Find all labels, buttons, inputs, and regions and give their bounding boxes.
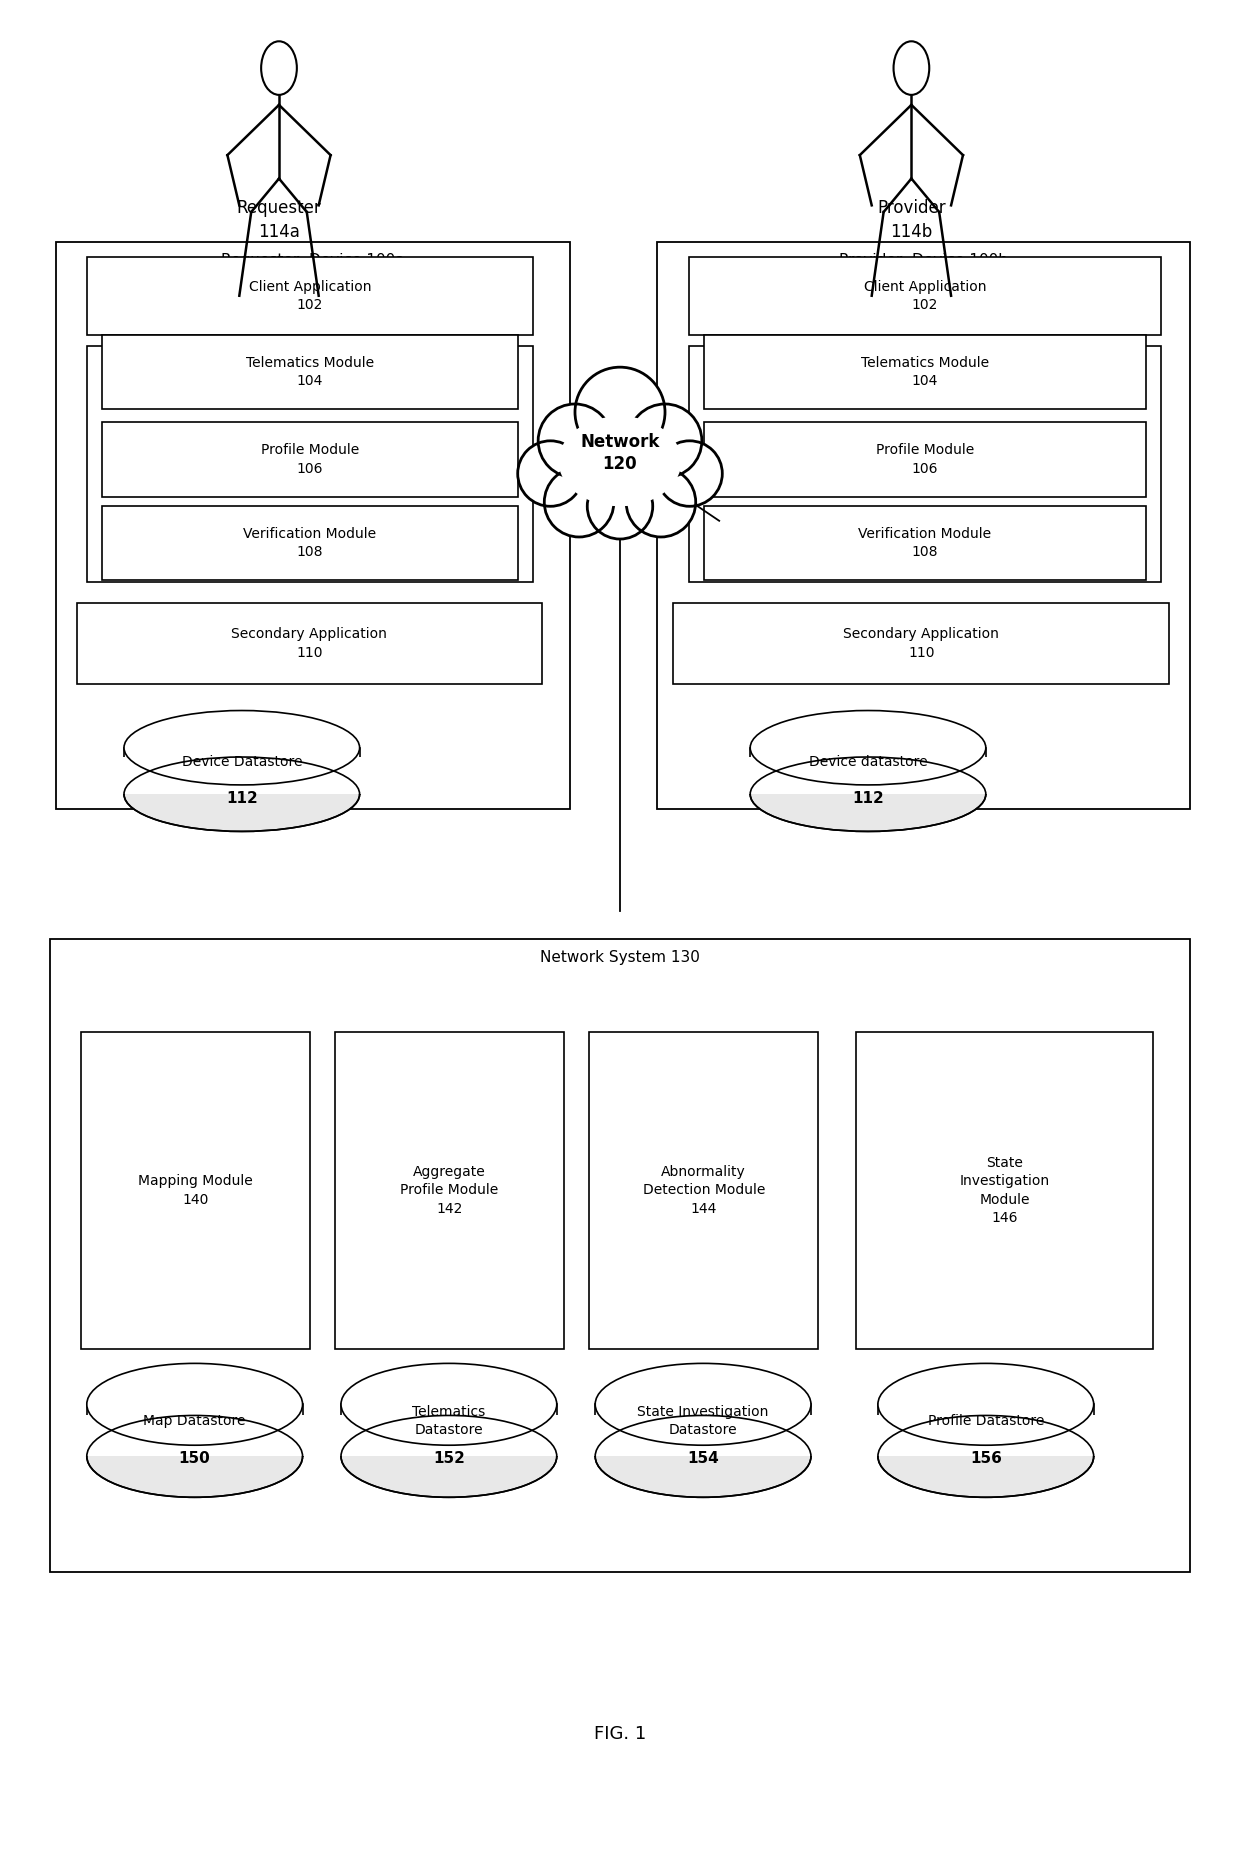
Text: Verification Module
108: Verification Module 108: [243, 526, 377, 560]
Ellipse shape: [878, 1363, 1094, 1445]
Bar: [124, 748, 360, 794]
Ellipse shape: [750, 757, 986, 831]
Ellipse shape: [262, 41, 296, 95]
Text: 112: 112: [852, 790, 884, 807]
Bar: [589, 1032, 818, 1348]
Bar: [750, 748, 986, 794]
Text: Abnormality
Detection Module
144: Abnormality Detection Module 144: [642, 1164, 765, 1216]
Ellipse shape: [894, 41, 929, 95]
Ellipse shape: [124, 757, 360, 831]
Bar: [102, 422, 518, 497]
Bar: [673, 603, 1169, 684]
Bar: [877, 1415, 1095, 1456]
Text: Device Datastore: Device Datastore: [181, 755, 303, 768]
Ellipse shape: [878, 1415, 1094, 1497]
Ellipse shape: [595, 1415, 811, 1497]
Ellipse shape: [87, 1363, 303, 1445]
Text: Network
120: Network 120: [580, 433, 660, 472]
Bar: [341, 1404, 557, 1456]
Bar: [123, 757, 361, 794]
Text: Requester
114a: Requester 114a: [237, 199, 321, 240]
Ellipse shape: [588, 474, 652, 539]
Ellipse shape: [657, 441, 723, 506]
Bar: [749, 757, 987, 794]
Bar: [704, 422, 1146, 497]
Ellipse shape: [341, 1363, 557, 1445]
Bar: [595, 1404, 811, 1456]
Bar: [340, 1415, 558, 1456]
Text: Profile Datastore: Profile Datastore: [928, 1414, 1044, 1428]
Ellipse shape: [626, 467, 696, 538]
Bar: [102, 506, 518, 580]
Bar: [86, 1415, 304, 1456]
Ellipse shape: [595, 1363, 811, 1445]
Bar: [50, 939, 1190, 1572]
Text: Telematics
Datastore: Telematics Datastore: [412, 1406, 486, 1436]
Bar: [87, 346, 533, 582]
Ellipse shape: [518, 441, 583, 506]
Text: FIG. 1: FIG. 1: [594, 1724, 646, 1743]
Bar: [704, 335, 1146, 409]
Text: 152: 152: [433, 1451, 465, 1466]
Bar: [77, 603, 542, 684]
Bar: [335, 1032, 564, 1348]
Ellipse shape: [87, 1415, 303, 1497]
Text: Telematics Module
104: Telematics Module 104: [246, 355, 374, 389]
Ellipse shape: [575, 366, 665, 458]
Text: Mapping Module
140: Mapping Module 140: [138, 1174, 253, 1207]
Text: State
Investigation
Module
146: State Investigation Module 146: [960, 1155, 1049, 1226]
Ellipse shape: [341, 1415, 557, 1497]
Ellipse shape: [558, 417, 682, 506]
Text: 154: 154: [687, 1451, 719, 1466]
Ellipse shape: [124, 711, 360, 785]
Bar: [689, 257, 1161, 335]
Ellipse shape: [538, 404, 611, 478]
Text: Profile Module
106: Profile Module 106: [260, 443, 360, 476]
Text: Aggregate
Profile Module
142: Aggregate Profile Module 142: [401, 1164, 498, 1216]
Text: Telematics Module
104: Telematics Module 104: [861, 355, 990, 389]
Text: Client Application
102: Client Application 102: [864, 279, 986, 312]
Text: Map Datastore: Map Datastore: [144, 1414, 246, 1428]
Bar: [657, 242, 1190, 809]
Text: State Investigation
Datastore: State Investigation Datastore: [637, 1406, 769, 1436]
Text: 156: 156: [970, 1451, 1002, 1466]
Bar: [87, 257, 533, 335]
Bar: [87, 1404, 303, 1456]
Bar: [594, 1415, 812, 1456]
Bar: [704, 506, 1146, 580]
Text: Network System 130: Network System 130: [541, 950, 699, 965]
Text: Provider
114b: Provider 114b: [877, 199, 946, 240]
Text: Device datastore: Device datastore: [808, 755, 928, 768]
Text: Verification Module
108: Verification Module 108: [858, 526, 992, 560]
Text: Client Application
102: Client Application 102: [249, 279, 371, 312]
Bar: [878, 1404, 1094, 1456]
Text: Requester  Device 100a: Requester Device 100a: [221, 253, 405, 268]
Bar: [81, 1032, 310, 1348]
Bar: [56, 242, 570, 809]
Text: 112: 112: [226, 790, 258, 807]
Ellipse shape: [750, 711, 986, 785]
Bar: [856, 1032, 1153, 1348]
Bar: [689, 346, 1161, 582]
Text: Secondary Application
110: Secondary Application 110: [232, 627, 387, 660]
Ellipse shape: [544, 467, 614, 538]
Ellipse shape: [629, 404, 702, 478]
Text: Profile Module
106: Profile Module 106: [875, 443, 975, 476]
Bar: [102, 335, 518, 409]
Text: 150: 150: [179, 1451, 211, 1466]
Text: Provider  Device 100b: Provider Device 100b: [839, 253, 1008, 268]
Text: Secondary Application
110: Secondary Application 110: [843, 627, 999, 660]
